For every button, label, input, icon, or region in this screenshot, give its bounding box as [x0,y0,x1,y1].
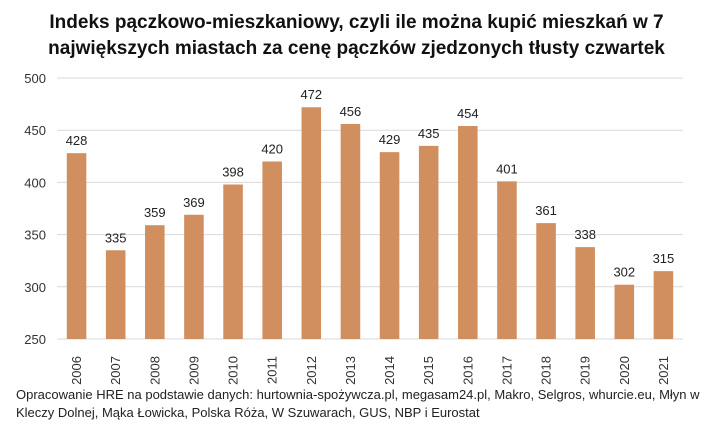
data-label: 302 [613,265,635,280]
data-label: 401 [496,161,518,176]
x-tick-label: 2011 [265,356,280,384]
data-label: 454 [457,106,479,121]
x-tick-label: 2020 [617,356,632,385]
chart-title-line-2: największych miastach za cenę pączków zj… [48,38,665,59]
x-tick-label: 2015 [421,356,436,385]
bar [184,214,204,339]
data-label: 361 [535,203,557,218]
x-tick-label: 2016 [460,356,475,385]
bar [497,181,517,339]
bar [105,250,126,339]
x-tick-label: 2010 [226,356,241,385]
bar [653,271,674,339]
data-label: 359 [144,205,166,220]
x-tick-label: 2008 [147,356,162,385]
source-note: Opracowanie HRE na podstawie danych: hur… [16,386,706,422]
data-label: 369 [183,195,205,210]
bar [340,123,361,339]
x-tick-label: 2012 [304,356,319,385]
chart-title-line-1: Indeks pączkowo-mieszkaniowy, czyli ile … [49,12,664,33]
bar [66,153,87,339]
bar [575,247,595,339]
data-label: 315 [653,251,675,266]
x-tick-label: 2006 [69,356,84,385]
data-label: 428 [66,133,88,148]
x-tick-label: 2017 [499,356,514,385]
data-labels: 428 335 359 369 398 420 472 456 429 435 454 401 361 3… [66,87,675,279]
x-tick-label: 2018 [539,356,554,385]
data-label: 435 [418,126,440,141]
source-line-1: Opracowanie HRE na podstawie danych: hur… [16,387,700,402]
y-tick-label: 350 [24,228,46,243]
x-tick-label: 2021 [656,356,671,385]
data-label: 338 [574,227,596,242]
data-label: 398 [222,164,244,179]
bar [418,145,439,339]
chart-title: Indeks pączkowo-mieszkaniowy, czyli ile … [0,10,713,62]
data-label: 335 [105,230,127,245]
x-axis-ticks: 2006 2007 2008 2009 2010 2011 2012 2013 2014 2015… [69,356,671,385]
y-tick-label: 300 [24,280,46,295]
data-label: 429 [379,132,401,147]
x-tick-label: 2019 [578,356,593,385]
x-tick-label: 2014 [382,356,397,385]
bar [614,284,635,339]
y-tick-label: 250 [24,332,46,347]
bar [262,161,282,339]
data-label: 472 [300,87,322,102]
bar [223,184,243,339]
y-axis-ticks: 250 300 350 400 450 500 [24,71,46,347]
source-line-2: Kleczy Dolnej, Mąka Łowicka, Polska Róża… [16,405,480,420]
y-tick-label: 450 [24,123,46,138]
y-tick-label: 500 [24,71,46,86]
y-tick-label: 400 [24,175,46,190]
bar [301,107,322,340]
x-tick-label: 2009 [186,356,201,385]
bar [458,126,478,339]
data-label: 456 [340,104,362,119]
data-label: 420 [261,142,283,157]
bar [379,152,400,339]
bars [66,107,674,340]
bar [536,223,556,339]
bar [145,225,165,339]
x-tick-label: 2007 [108,356,123,385]
x-tick-label: 2013 [343,356,358,385]
